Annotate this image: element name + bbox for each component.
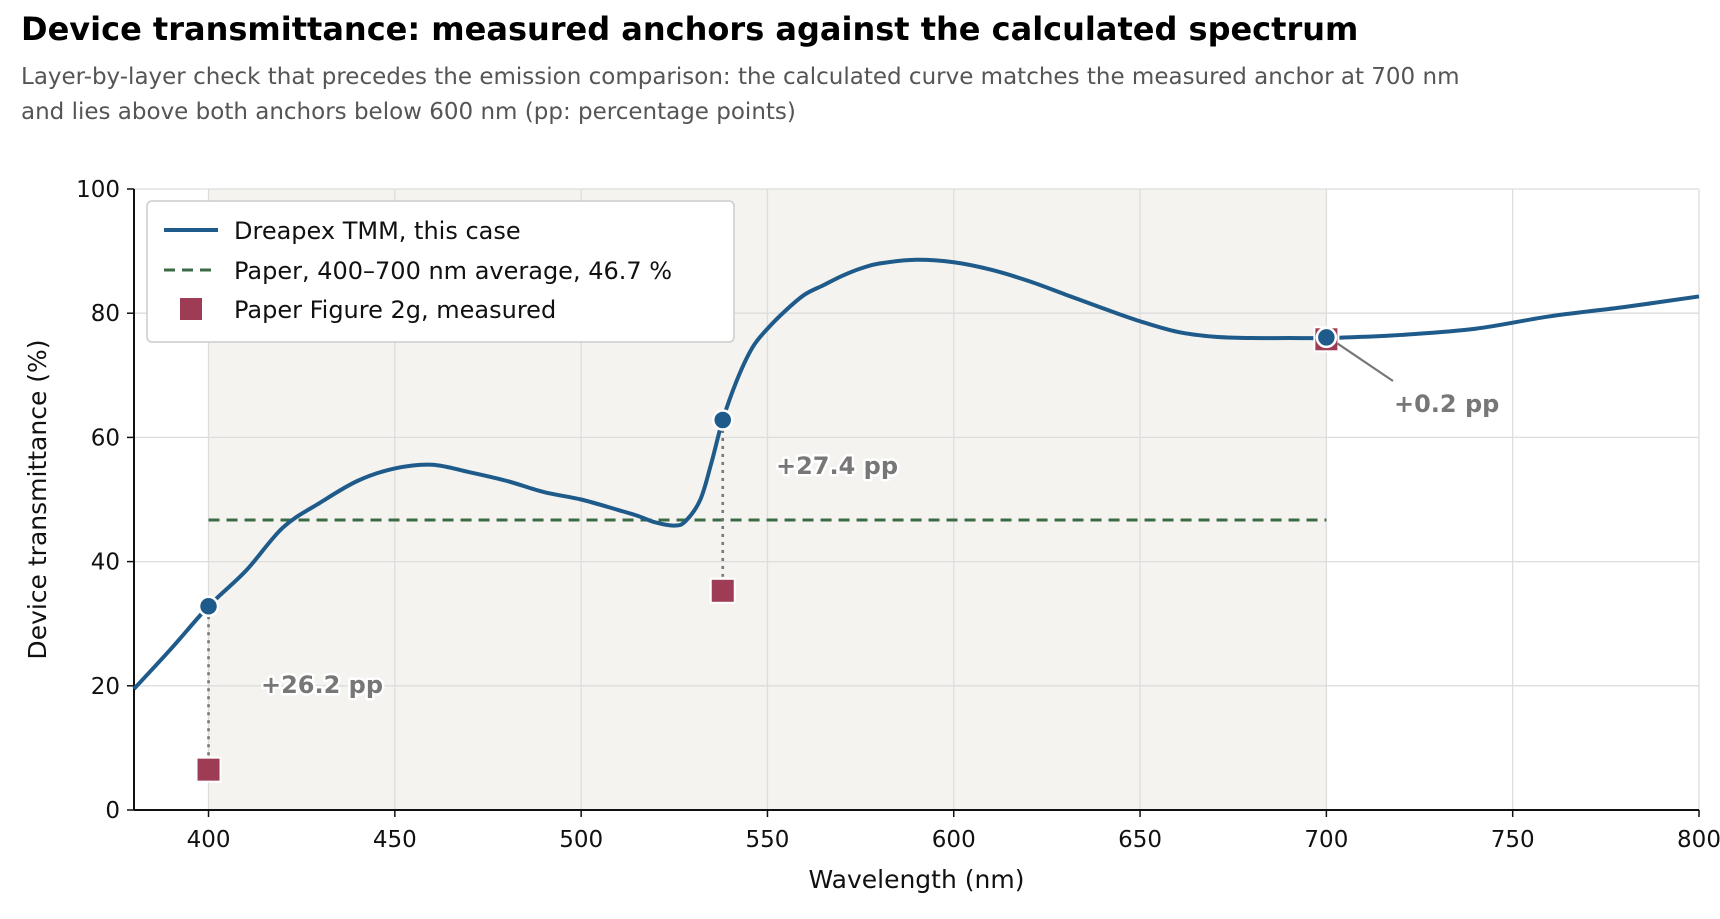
x-tick-label: 600	[932, 827, 976, 853]
x-tick-label: 650	[1118, 827, 1162, 853]
x-tick-label: 550	[745, 827, 789, 853]
legend-square-swatch	[180, 298, 202, 320]
legend-label: Paper, 400–700 nm average, 46.7 %	[234, 257, 672, 285]
x-tick-label: 500	[559, 827, 603, 853]
difference-annotation: +26.2 pp	[261, 671, 383, 699]
legend-label: Dreapex TMM, this case	[234, 217, 521, 245]
y-tick-label: 20	[91, 674, 120, 700]
measured-marker	[709, 577, 736, 604]
calculated-marker	[711, 409, 734, 431]
x-axis-title: Wavelength (nm)	[809, 865, 1025, 894]
x-tick-label: 750	[1491, 827, 1535, 853]
calculated-marker	[1315, 326, 1338, 349]
x-tick-label: 700	[1304, 827, 1348, 853]
y-tick-label: 80	[91, 301, 120, 327]
x-tick-label: 800	[1677, 827, 1720, 853]
legend-box	[146, 200, 735, 343]
calculated-marker	[197, 595, 220, 618]
chart-title: Device transmittance: measured anchors a…	[21, 10, 1359, 48]
y-tick-label: 100	[76, 177, 120, 203]
y-tick-label: 0	[105, 798, 120, 824]
calculated-curve	[132, 257, 1700, 691]
legend-label: Paper Figure 2g, measured	[234, 296, 556, 324]
y-axis-title: Device transmittance (%)	[23, 339, 52, 659]
chart-subtitle: Layer-by-layer check that precedes the e…	[21, 64, 1460, 125]
x-tick-label: 400	[187, 827, 231, 853]
y-tick-label: 40	[91, 550, 120, 576]
measured-marker	[195, 756, 222, 783]
difference-annotation: +27.4 pp	[776, 452, 898, 480]
difference-annotation: +0.2 pp	[1394, 390, 1499, 418]
annotation-leader	[1336, 342, 1394, 382]
y-tick-label: 60	[91, 425, 120, 451]
x-tick-label: 450	[373, 827, 417, 853]
